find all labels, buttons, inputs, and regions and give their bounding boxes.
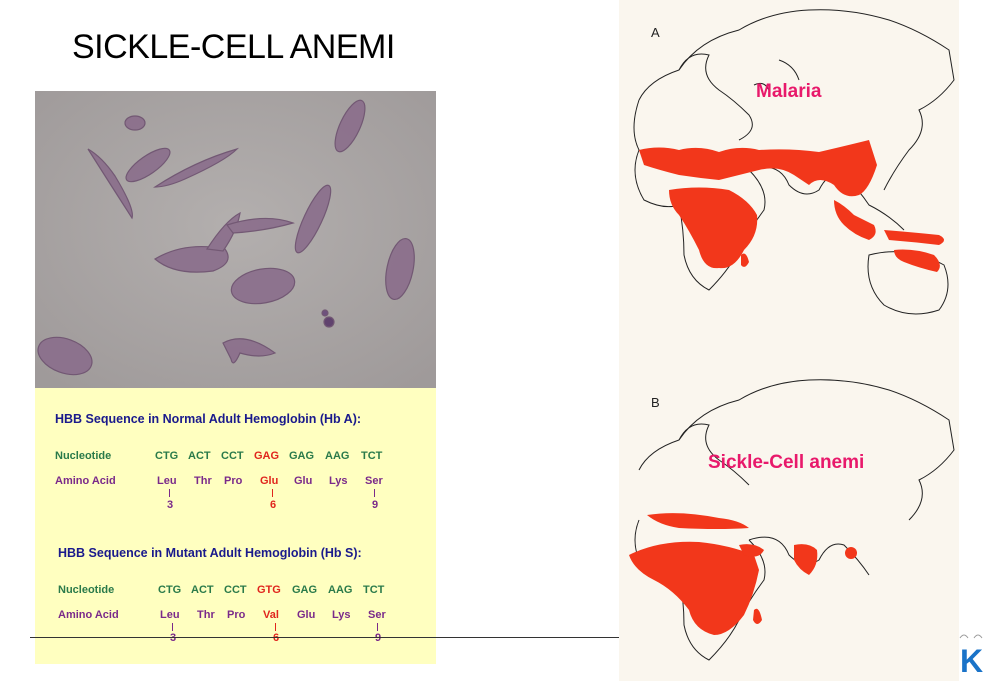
codon-highlight: GAG [254, 450, 280, 462]
position-tick [169, 489, 170, 497]
codon: CCT [224, 584, 247, 596]
mutant-sequence-heading: HBB Sequence in Mutant Adult Hemoglobin … [58, 546, 362, 560]
amino-acid: Lys [329, 475, 348, 487]
position-tick [374, 489, 375, 497]
malaria-label: Malaria [756, 81, 822, 102]
distribution-maps: A Malaria B [619, 0, 959, 681]
slide-title: SICKLE-CELL ANEMI [72, 28, 395, 66]
hbb-sequence-panel: HBB Sequence in Normal Adult Hemoglobin … [35, 388, 436, 664]
position-tick [377, 623, 378, 631]
amino-acid: Pro [224, 475, 243, 487]
footer-rule [30, 637, 620, 638]
brand-logo: K [956, 628, 986, 679]
normal-sequence-heading: HBB Sequence in Normal Adult Hemoglobin … [55, 412, 362, 426]
codon: AAG [325, 450, 350, 462]
position-number-highlight: 6 [269, 499, 277, 511]
codon: AAG [328, 584, 353, 596]
codon: CCT [221, 450, 244, 462]
mutant-nucleotide-label: Nucleotide [58, 584, 115, 596]
codon: ACT [191, 584, 214, 596]
codon-highlight: GTG [257, 584, 281, 596]
codon: CTG [158, 584, 182, 596]
amino-acid: Ser [368, 609, 386, 621]
position-number: 9 [371, 499, 379, 511]
codon: GAG [292, 584, 318, 596]
mutant-amino-label: Amino Acid [58, 609, 119, 621]
codon: ACT [188, 450, 211, 462]
amino-acid: Glu [297, 609, 316, 621]
amino-acid: Thr [197, 609, 215, 621]
codon: TCT [361, 450, 383, 462]
normal-nucleotide-label: Nucleotide [55, 450, 112, 462]
amino-acid: Glu [294, 475, 313, 487]
position-tick-highlight [272, 489, 273, 497]
codon: TCT [363, 584, 385, 596]
amino-acid-highlight: Glu [260, 475, 279, 487]
amino-acid-highlight: Val [263, 609, 279, 621]
position-tick [172, 623, 173, 631]
codon: GAG [289, 450, 315, 462]
position-tick-highlight [275, 623, 276, 631]
amino-acid: Leu [160, 609, 180, 621]
sickle-cell-map [629, 379, 955, 661]
normal-amino-label: Amino Acid [55, 475, 116, 487]
amino-acid: Pro [227, 609, 246, 621]
sickle-cell-micrograph [35, 91, 436, 388]
amino-acid: Thr [194, 475, 212, 487]
position-number: 3 [166, 499, 174, 511]
position-number-highlight: 6 [272, 632, 280, 644]
malaria-map [633, 9, 955, 315]
sickle-cell-label: Sickle-Cell anemi [708, 452, 865, 473]
position-number: 3 [169, 632, 177, 644]
amino-acid: Lys [332, 609, 351, 621]
amino-acid: Leu [157, 475, 177, 487]
map-b-letter: B [651, 395, 660, 410]
amino-acid: Ser [365, 475, 383, 487]
position-number: 9 [374, 632, 382, 644]
logo-letter: K [960, 643, 983, 678]
map-a-letter: A [651, 25, 660, 40]
codon: CTG [155, 450, 179, 462]
